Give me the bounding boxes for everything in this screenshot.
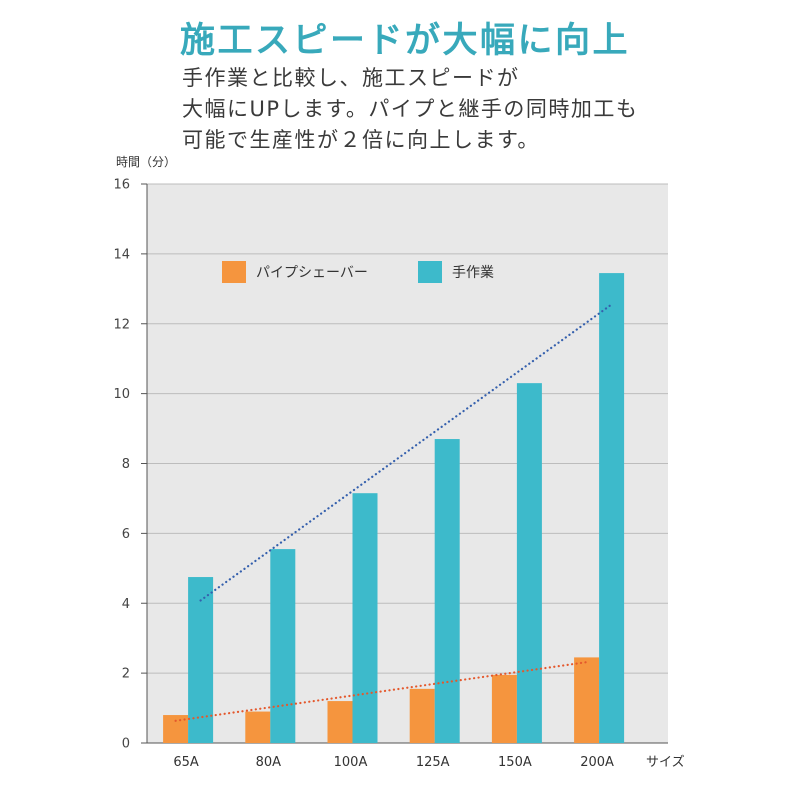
description: 手作業と比較し、施工スピードが 大幅にUPします。パイプと継手の同時加工も 可能… — [182, 63, 638, 156]
y-tick-label: 10 — [113, 387, 130, 402]
y-tick-label: 14 — [113, 247, 130, 262]
description-line: 大幅にUPします。パイプと継手の同時加工も — [182, 97, 639, 121]
bar-manual-80a — [270, 549, 296, 743]
y-axis-label: 時間（分） — [116, 155, 176, 169]
bar-pipe-shaver-100a — [327, 701, 353, 743]
y-tick-label: 6 — [122, 527, 130, 542]
bar-pipe-shaver-80a — [245, 711, 271, 743]
bar-manual-125a — [434, 439, 460, 743]
y-tick-label: 0 — [122, 737, 130, 752]
x-tick-label: 125A — [416, 755, 450, 770]
x-tick-label: 100A — [334, 755, 368, 770]
bar-manual-200a — [599, 273, 625, 743]
y-tick-label: 4 — [122, 597, 130, 612]
bar-pipe-shaver-150a — [491, 674, 517, 743]
y-tick-label: 16 — [113, 178, 130, 193]
legend-swatch-manual — [418, 261, 442, 283]
bar-pipe-shaver-125a — [409, 688, 435, 743]
legend-label-pipe-shaver: パイプシェーバー — [256, 265, 368, 281]
y-tick-label: 2 — [122, 667, 130, 682]
bar-manual-65a — [188, 577, 214, 743]
trendline-manual — [199, 303, 613, 602]
page-heading: 施工スピードが大幅に向上 — [180, 21, 631, 61]
x-tick-label: 200A — [580, 755, 614, 770]
description-line: 可能で生産性が２倍に向上します。 — [182, 128, 540, 152]
x-axis-label: サイズ — [646, 754, 685, 770]
x-tick-label: 150A — [498, 755, 532, 770]
bar-manual-150a — [516, 383, 542, 743]
trendline-pipe-shaver — [174, 661, 588, 722]
x-tick-label: 80A — [256, 755, 282, 770]
y-tick-label: 8 — [122, 457, 130, 472]
bar-pipe-shaver-200a — [574, 657, 600, 743]
x-tick-label: 65A — [173, 755, 199, 770]
legend-swatch-pipe-shaver — [222, 261, 246, 283]
description-line: 手作業と比較し、施工スピードが — [182, 66, 520, 90]
legend-label-manual: 手作業 — [452, 265, 494, 281]
bar-manual-100a — [352, 493, 378, 743]
y-tick-label: 12 — [113, 317, 130, 332]
